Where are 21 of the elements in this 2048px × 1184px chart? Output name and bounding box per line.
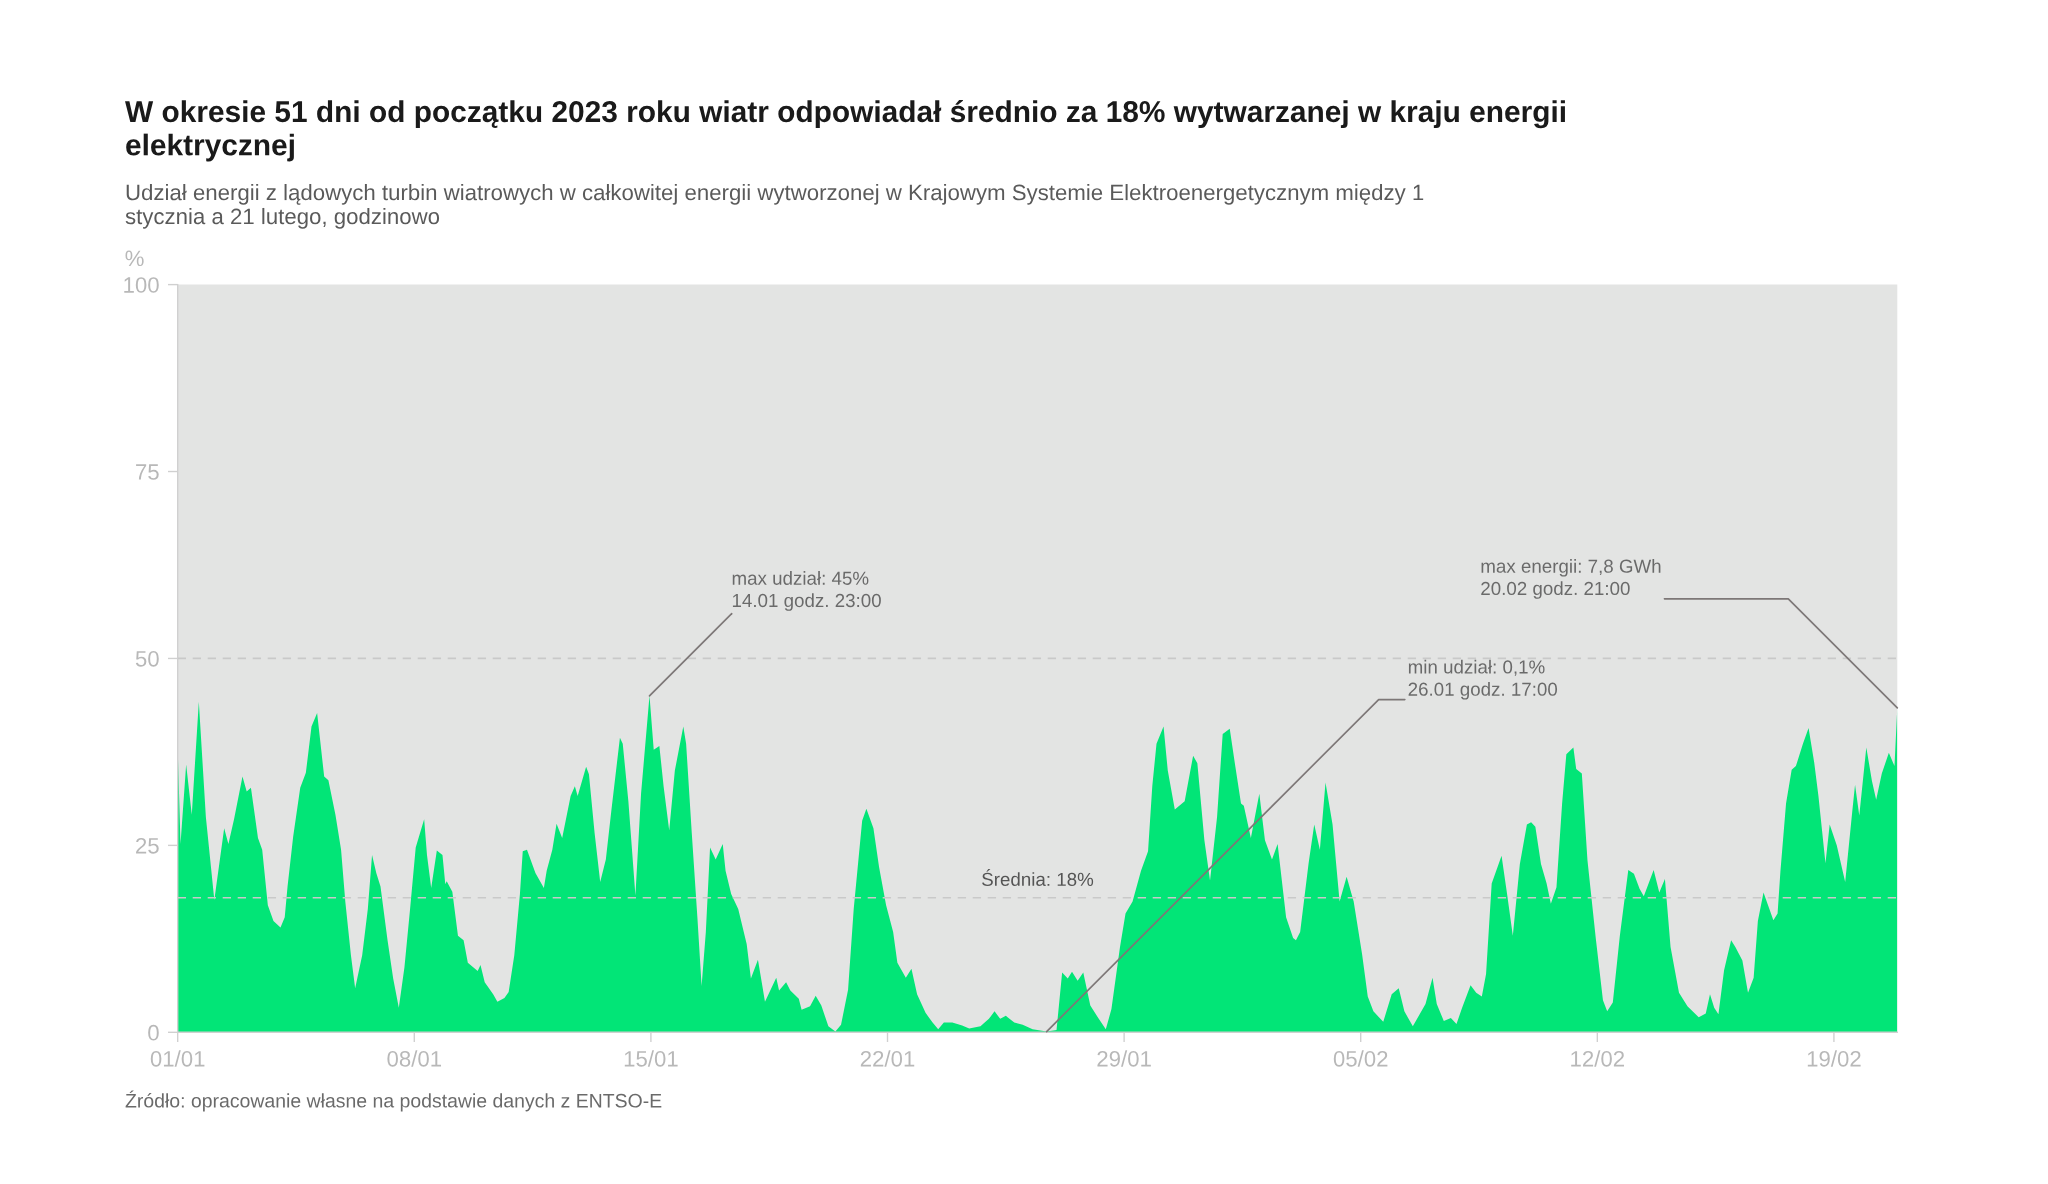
y-tick-label: 0	[148, 1024, 159, 1041]
x-tick-label: 05/02	[1333, 1050, 1388, 1067]
x-tick-label: 08/01	[387, 1050, 442, 1067]
text: Źródło: opracowanie własne na podstawie danych z ENTSO-E	[125, 1090, 662, 1112]
annotation: max energii: 7,8 GWh 20.02 godz. 21:00	[1481, 559, 1661, 599]
x-tick-label: 15/01	[624, 1050, 678, 1067]
annotation: min udział: 0,1% 26.01 godz. 17:00	[1408, 659, 1558, 700]
y-tick-label: 25	[136, 837, 159, 854]
x-tick-label: 01/01	[150, 1050, 205, 1067]
y-axis-title: %	[125, 250, 144, 267]
annotation: max udział: 45% 14.01 godz. 23:00	[732, 571, 881, 611]
y-tick-label: 75	[136, 464, 159, 480]
ref-line-label: Średnia: 18%	[982, 869, 1094, 887]
x-tick-label: 29/01	[1097, 1050, 1151, 1067]
chart-title: W okresie 51 dni od początku 2023 roku wiatr odpowiadał średnio za 18% wytwarzanej w kraju energii elektrycznej	[125, 100, 1565, 162]
x-tick-label: 22/01	[860, 1050, 915, 1067]
chart-subtitle: Udział energii z lądowych turbin wiatrowych w całkowitej energii wytworzonej w Krajowym Systemie Elektroenergetycznym między 1 stycznia a 21 lutego, godzinowo	[125, 184, 1424, 229]
x-tick-label: 12/02	[1571, 1050, 1625, 1067]
x-tick-label: 19/02	[1807, 1050, 1861, 1067]
y-tick-label: 100	[124, 277, 159, 293]
y-tick-label: 50	[135, 650, 159, 667]
